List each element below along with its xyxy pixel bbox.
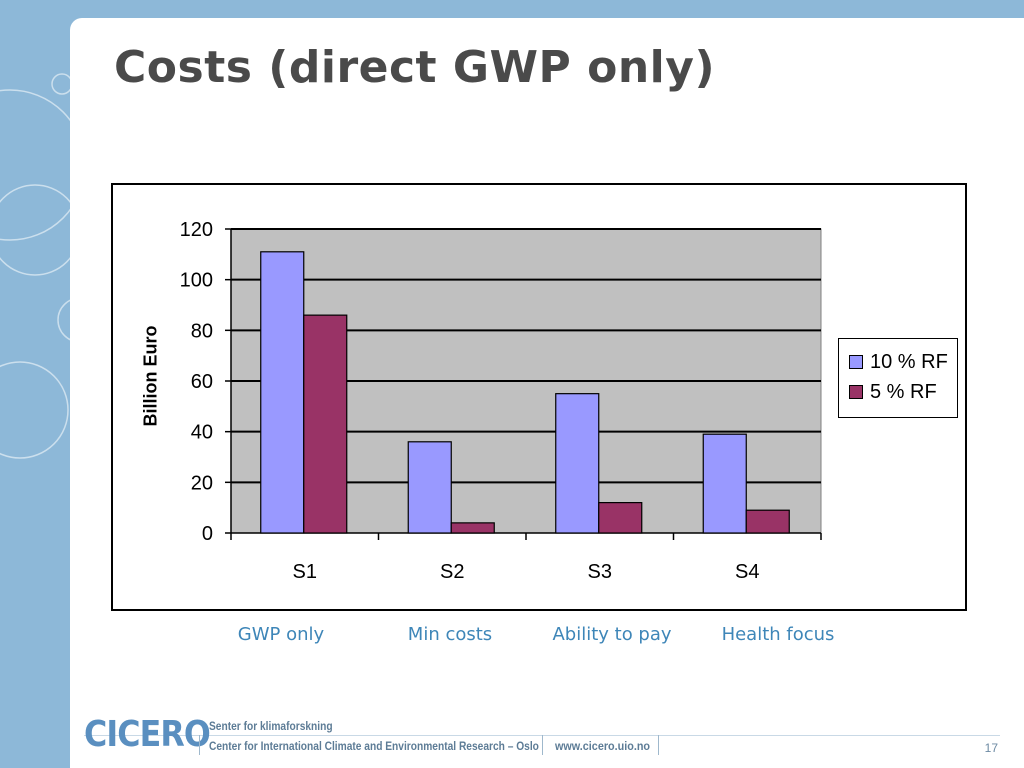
y-axis-label: Billion Euro <box>140 325 161 427</box>
legend-swatch-5-rf <box>849 385 863 399</box>
bar-s3-series-1 <box>555 393 600 534</box>
legend-label-10-rf: 10 % RF <box>870 350 948 373</box>
scenario-label-gwp-only: GWP only <box>237 624 325 645</box>
cicero-logo: CICERO <box>84 714 211 755</box>
footer-norwegian-name: Senter for klimaforskning <box>209 719 333 733</box>
y-tick-label: 80 <box>191 320 213 342</box>
footer-separator <box>658 735 659 755</box>
footer-url-link[interactable]: www.cicero.uio.no <box>555 739 651 753</box>
chart-legend: 10 % RF 5 % RF <box>838 338 958 418</box>
scenario-label-min-costs: Min costs <box>407 624 493 645</box>
x-tick-label: S1 <box>293 561 317 583</box>
x-tick-label: S3 <box>588 561 612 583</box>
bar-s3-series-2 <box>598 502 643 534</box>
slide-title: Costs (direct GWP only) <box>114 42 716 93</box>
legend-swatch-10-rf <box>849 355 863 369</box>
y-tick-label: 100 <box>180 270 213 292</box>
legend-item-5-rf: 5 % RF <box>849 377 957 407</box>
x-tick-label: S2 <box>440 561 464 583</box>
y-tick-label: 120 <box>180 219 213 241</box>
bar-s4-series-2 <box>745 509 790 534</box>
legend-item-10-rf: 10 % RF <box>849 347 957 377</box>
footer-english-name: Center for International Climate and Env… <box>209 739 539 753</box>
x-tick-label: S4 <box>735 561 759 583</box>
y-tick-label: 0 <box>202 523 213 545</box>
bar-s2-series-1 <box>407 441 452 534</box>
bar-s2-series-2 <box>450 522 495 534</box>
scenario-label-health-focus: Health focus <box>721 624 835 645</box>
legend-label-5-rf: 5 % RF <box>870 380 937 403</box>
scenario-label-ability-to-pay: Ability to pay <box>552 624 672 645</box>
bar-s1-series-1 <box>260 251 305 534</box>
y-tick-label: 40 <box>191 422 213 444</box>
footer-separator <box>199 735 200 755</box>
page-number: 17 <box>984 741 998 755</box>
y-tick-label: 20 <box>191 472 213 494</box>
bar-s4-series-1 <box>702 433 747 534</box>
y-tick-label: 60 <box>191 371 213 393</box>
chart-frame: 0 20 40 60 80 100 120 S1 S2 S3 S4 <box>111 183 967 611</box>
bar-chart: 0 20 40 60 80 100 120 S1 S2 S3 S4 <box>180 219 822 583</box>
bar-s1-series-2 <box>303 314 348 534</box>
footer-separator <box>542 735 543 755</box>
